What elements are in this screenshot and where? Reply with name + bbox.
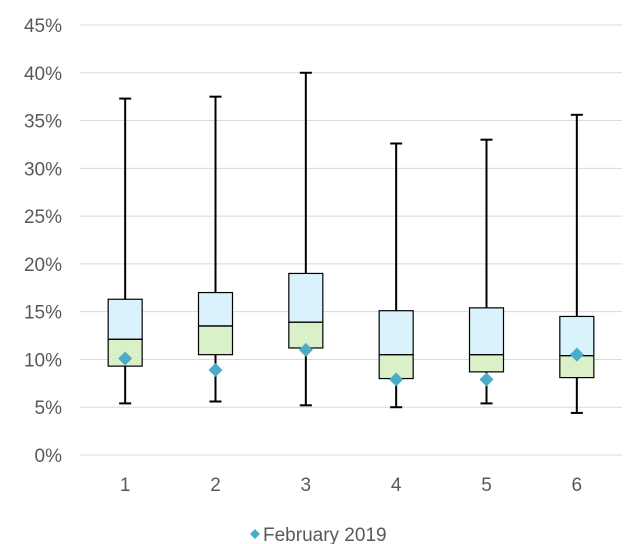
marker-series <box>118 342 584 387</box>
upper-box <box>468 307 505 356</box>
y-tick-label: 35% <box>24 112 62 133</box>
data-point-diamond <box>389 372 404 387</box>
data-point-diamond <box>298 342 313 357</box>
x-tick-label: 2 <box>210 475 221 496</box>
y-tick-label: 45% <box>24 16 62 37</box>
box-group <box>468 138 505 405</box>
data-point-diamond <box>479 372 494 387</box>
y-tick-label: 30% <box>24 159 62 180</box>
legend-label: February 2019 <box>263 525 387 544</box>
x-tick-label: 6 <box>572 475 583 496</box>
gridlines <box>80 24 622 456</box>
box-series <box>107 71 595 414</box>
upper-box <box>197 291 234 327</box>
x-tick-label: 5 <box>481 475 492 496</box>
y-tick-label: 0% <box>35 446 63 467</box>
y-tick-label: 5% <box>35 398 63 419</box>
lower-box <box>197 325 234 356</box>
box-group <box>197 95 234 403</box>
data-point-diamond <box>118 351 133 366</box>
x-tick-label: 1 <box>120 475 131 496</box>
x-axis-tick-labels: 1 2 3 4 5 6 <box>120 475 582 496</box>
y-tick-label: 20% <box>24 255 62 276</box>
legend-marker-diamond <box>250 529 260 539</box>
upper-box <box>378 310 414 356</box>
data-point-diamond <box>208 362 223 377</box>
y-tick-label: 10% <box>24 350 62 371</box>
legend: February 2019 <box>250 525 387 544</box>
data-point-diamond <box>569 347 584 362</box>
lower-box <box>468 354 505 373</box>
y-tick-label: 15% <box>24 303 62 324</box>
box-group <box>378 142 414 409</box>
y-tick-label: 40% <box>24 64 62 85</box>
y-axis-tick-labels: 0% 5% 10% 15% 20% 25% 30% 35% 40% 45% <box>24 16 62 467</box>
upper-box <box>107 298 143 340</box>
y-tick-label: 25% <box>24 207 62 228</box>
upper-box <box>288 272 324 323</box>
x-tick-label: 3 <box>301 475 312 496</box>
x-tick-label: 4 <box>391 475 402 496</box>
